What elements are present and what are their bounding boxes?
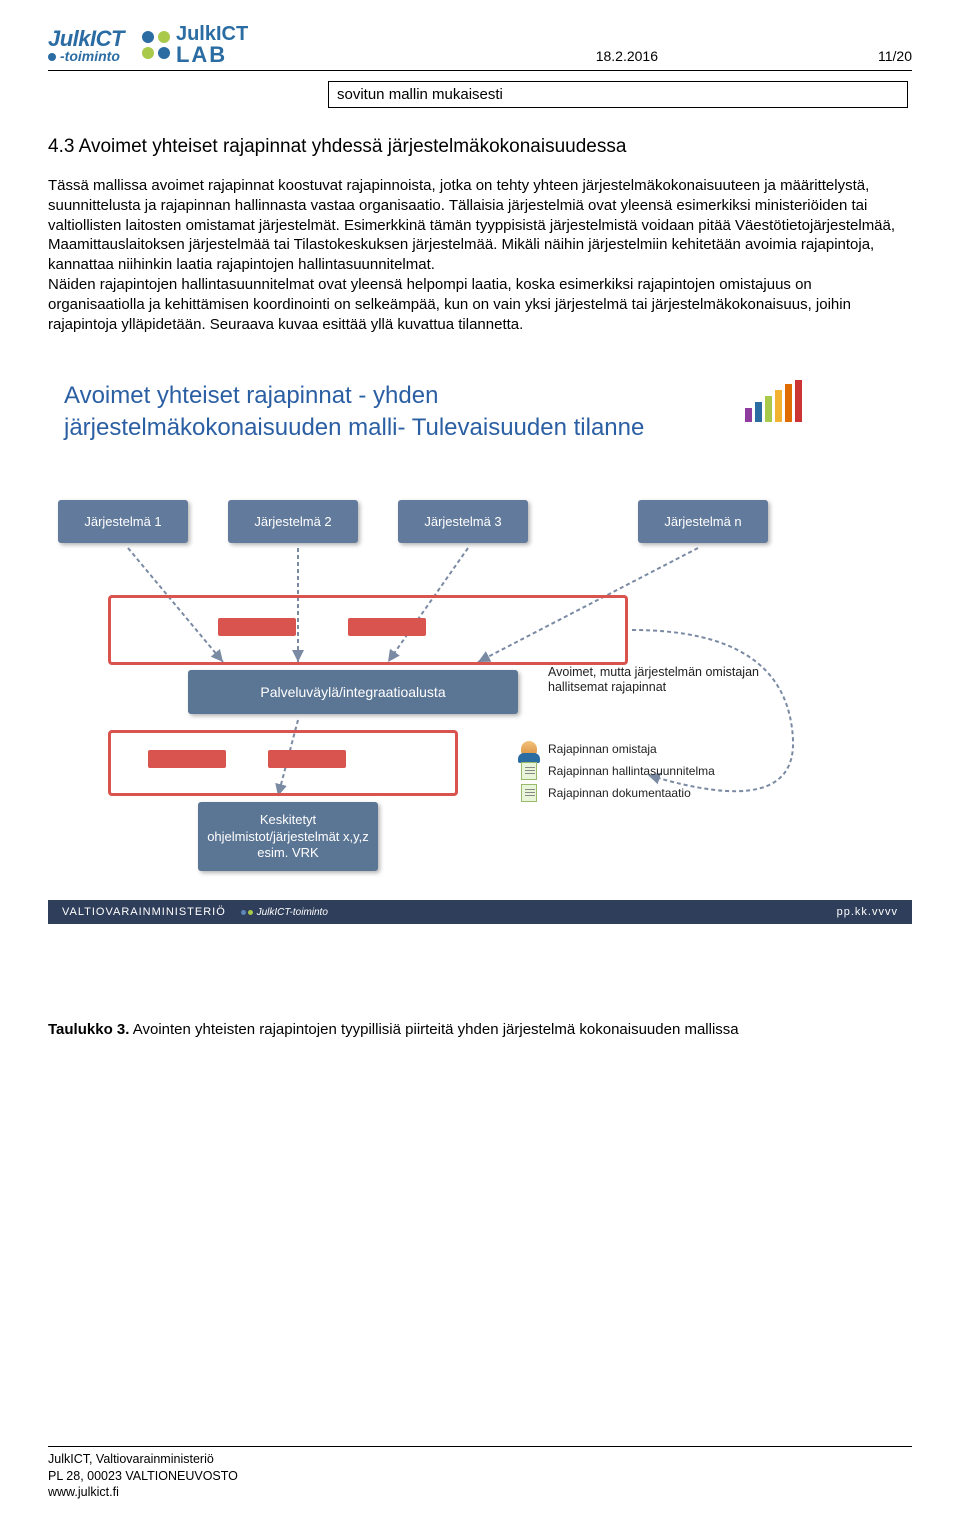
- diagram-bars-icon: [745, 380, 802, 422]
- logo-julkict-lab: JulkICT LAB: [142, 24, 248, 66]
- api-slot-4: [268, 750, 346, 768]
- header-page: 11/20: [878, 48, 912, 64]
- api-slot-2: [348, 618, 426, 636]
- footer-date-placeholder: pp.kk.vvvv: [837, 906, 898, 918]
- section-heading: 4.3 Avoimet yhteiset rajapinnat yhdessä …: [48, 136, 912, 158]
- diagram-title: Avoimet yhteiset rajapinnat - yhden järj…: [64, 380, 684, 442]
- document-icon: [518, 762, 540, 780]
- footer-ministry-label: VALTIOVARAINMINISTERIÖ: [62, 906, 226, 918]
- logo1-bottom: -toiminto: [48, 48, 120, 64]
- legend-label-owner: Rajapinnan omistaja: [548, 742, 657, 756]
- legend-label-plan: Rajapinnan hallintasuunnitelma: [548, 764, 715, 778]
- system-box-1: Järjestelmä 1: [58, 500, 188, 543]
- residual-table-cell: sovitun mallin mukaisesti: [328, 81, 908, 108]
- caption-text: Avointen yhteisten rajapintojen tyypilli…: [129, 1021, 738, 1038]
- footer-sublogo-text: JulkICT-toiminto: [257, 907, 328, 918]
- body-paragraph: Tässä mallissa avoimet rajapinnat koostu…: [48, 176, 912, 334]
- service-bus-box: Palveluväylä/integraatioalusta: [188, 670, 518, 714]
- footer-line-2: PL 28, 00023 VALTIONEUVOSTO: [48, 1468, 912, 1484]
- person-icon: [518, 740, 540, 758]
- legend-row-plan: Rajapinnan hallintasuunnitelma: [518, 762, 715, 780]
- diagram-footer-strip: VALTIOVARAINMINISTERIÖ JulkICT-toiminto …: [48, 900, 912, 924]
- header-meta: 18.2.2016 11/20: [596, 48, 912, 66]
- architecture-diagram: Avoimet yhteiset rajapinnat - yhden järj…: [48, 380, 912, 940]
- footer-sublogo: JulkICT-toiminto: [240, 907, 328, 918]
- systems-row: Järjestelmä 1 Järjestelmä 2 Järjestelmä …: [58, 500, 902, 543]
- api-slot-3: [148, 750, 226, 768]
- logo1-bottom-text: -toiminto: [60, 48, 120, 64]
- caption-label: Taulukko 3.: [48, 1021, 129, 1038]
- legend-row-owner: Rajapinnan omistaja: [518, 740, 715, 758]
- diagram-note-right: Avoimet, mutta järjestelmän omistajan ha…: [548, 665, 768, 695]
- document-footer: JulkICT, Valtiovarainministeriö PL 28, 0…: [48, 1446, 912, 1500]
- legend-label-doc: Rajapinnan dokumentaatio: [548, 786, 691, 800]
- diagram-legend: Rajapinnan omistaja Rajapinnan hallintas…: [518, 740, 715, 806]
- logo2-dots-icon: [142, 31, 170, 59]
- api-slot-1: [218, 618, 296, 636]
- diagram-caption: Taulukko 3. Avointen yhteisten rajapinto…: [48, 1020, 912, 1040]
- system-box-n: Järjestelmä n: [638, 500, 768, 543]
- logo2-top: JulkICT: [176, 24, 248, 44]
- document-icon: [518, 784, 540, 802]
- footer-line-3: www.julkict.fi: [48, 1484, 912, 1500]
- system-box-3: Järjestelmä 3: [398, 500, 528, 543]
- legend-row-doc: Rajapinnan dokumentaatio: [518, 784, 715, 802]
- logo2-bottom: LAB: [176, 44, 248, 66]
- footer-line-1: JulkICT, Valtiovarainministeriö: [48, 1451, 912, 1467]
- logo-group: JulkICT -toiminto JulkICT LAB: [48, 24, 248, 66]
- logo-julkict-toiminto: JulkICT -toiminto: [48, 26, 124, 64]
- centralized-systems-box: Keskitetyt ohjelmistot/järjestelmät x,y,…: [198, 802, 378, 871]
- system-box-2: Järjestelmä 2: [228, 500, 358, 543]
- page-header: JulkICT -toiminto JulkICT LAB 18.2.2016 …: [48, 24, 912, 71]
- header-date: 18.2.2016: [596, 48, 658, 64]
